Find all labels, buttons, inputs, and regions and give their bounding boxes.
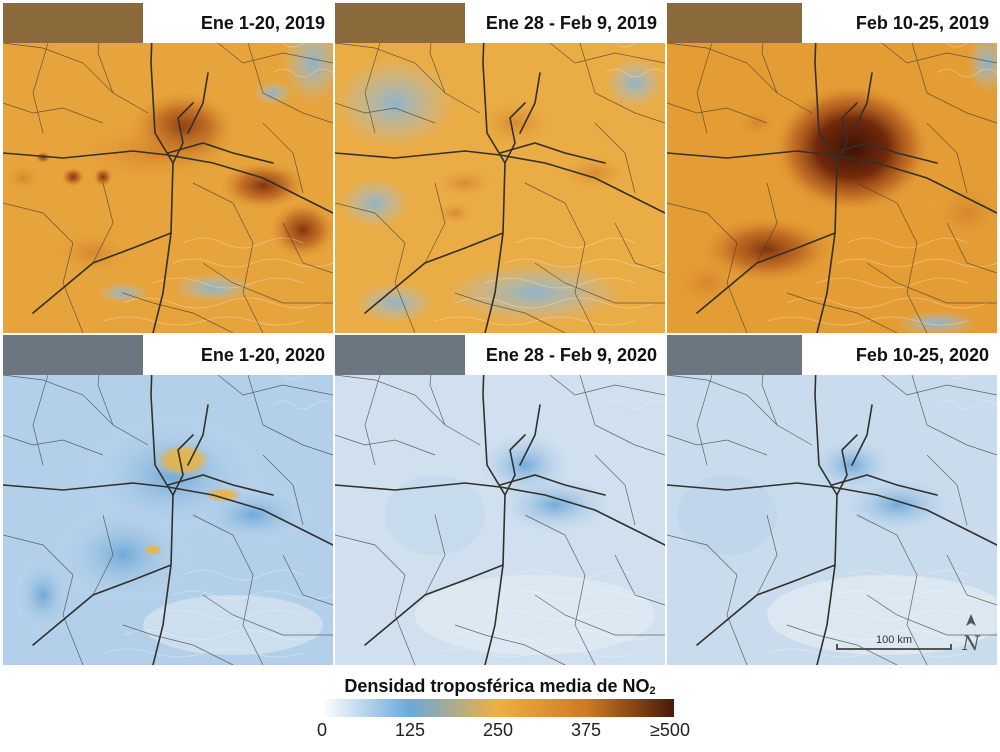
legend-tick: 375 <box>570 720 602 740</box>
panel-label-text: Ene 1-20, 2019 <box>200 12 325 33</box>
panel-label: Ene 1-20, 2020 <box>143 335 333 375</box>
legend-title: Densidad troposférica media de NO2 <box>0 676 1000 697</box>
legend-color-bar <box>322 699 674 717</box>
no2-map-2019-jan <box>3 3 333 333</box>
scale-bar-label: 100 km <box>876 634 912 646</box>
no2-map-2019-feb-early <box>335 3 665 333</box>
panel-label-text: Ene 28 - Feb 9, 2020 <box>485 344 657 365</box>
panel-label-text: Ene 1-20, 2020 <box>200 344 325 365</box>
no2-map-2020-feb-early <box>335 335 665 665</box>
map-panel-2019-jan: Ene 1-20, 2019 <box>3 3 333 333</box>
panel-label: Feb 10-25, 2019 <box>802 3 997 43</box>
label-tab <box>667 3 807 43</box>
map-panel-2019-feb-early: Ene 28 - Feb 9, 2019 <box>335 3 665 333</box>
panel-label-text: Feb 10-25, 2019 <box>855 12 989 33</box>
legend-tick: ≥500 <box>650 720 690 740</box>
north-arrow-icon: N <box>961 614 981 655</box>
map-panel-2020-jan: Ene 1-20, 2020 <box>3 335 333 665</box>
no2-map-2019-feb-late <box>667 3 997 333</box>
panel-label-text: Feb 10-25, 2020 <box>855 344 989 365</box>
label-tab <box>335 3 475 43</box>
no2-map-2020-feb-late <box>667 335 997 665</box>
label-tab <box>3 3 143 43</box>
map-panel-2020-feb-late: Feb 10-25, 2020 <box>667 335 997 665</box>
label-tab <box>667 335 807 375</box>
label-tab <box>335 335 475 375</box>
legend-tick: 125 <box>394 720 426 740</box>
panel-label: Ene 28 - Feb 9, 2020 <box>465 335 665 375</box>
panel-label-text: Ene 28 - Feb 9, 2019 <box>485 12 657 33</box>
legend-tick: 0 <box>316 720 328 740</box>
panel-label: Ene 28 - Feb 9, 2019 <box>465 3 665 43</box>
map-panel-2020-feb-early: Ene 28 - Feb 9, 2020 <box>335 335 665 665</box>
scale-bar: 100 km <box>836 634 952 650</box>
no2-map-2020-jan <box>3 335 333 665</box>
north-arrow-label: N <box>961 631 981 655</box>
panel-label: Ene 1-20, 2019 <box>143 3 333 43</box>
legend-title-subscript: 2 <box>649 685 656 697</box>
label-tab <box>3 335 143 375</box>
legend-tick: 250 <box>482 720 514 740</box>
map-panel-2019-feb-late: Feb 10-25, 2019 <box>667 3 997 333</box>
panel-label: Feb 10-25, 2020 <box>802 335 997 375</box>
legend-title-text: Densidad troposférica media de NO <box>344 676 650 696</box>
